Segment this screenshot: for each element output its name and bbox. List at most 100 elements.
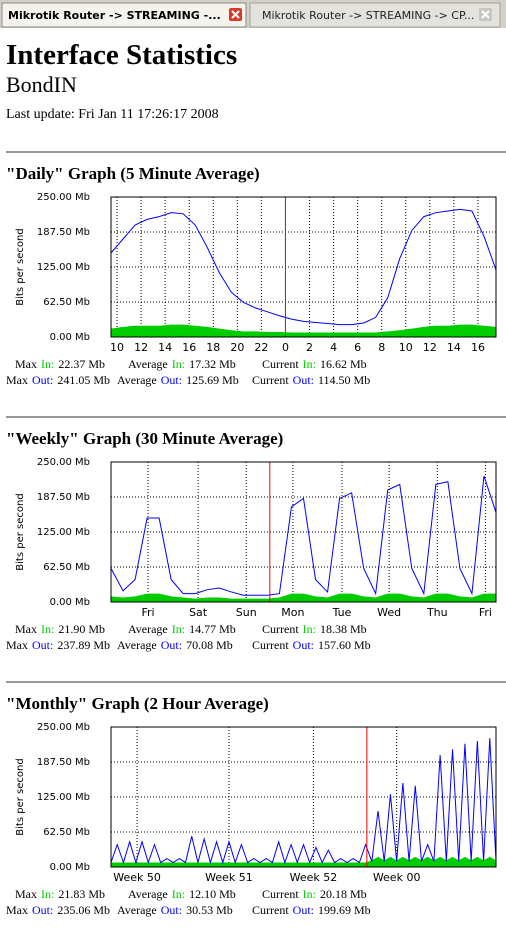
x-tick-label: Sun	[236, 606, 257, 619]
y-axis-label: Bits per second	[15, 228, 26, 305]
x-tick-label: Mon	[281, 606, 304, 619]
stat-key: Out:	[32, 903, 53, 917]
stat-label: Current	[252, 903, 289, 917]
stat-value: 125.69 Mb	[186, 373, 239, 387]
x-tick-label: Week 52	[290, 871, 338, 884]
x-tick-label: 8	[378, 341, 385, 354]
stat-value: 16.62 Mb	[320, 357, 367, 371]
stat: Current In: 18.38 Mb	[262, 622, 367, 636]
last-update: Last update: Fri Jan 11 17:26:17 2008	[6, 107, 219, 122]
stat: Average Out: 125.69 Mb	[117, 373, 239, 387]
area	[111, 593, 496, 602]
area	[111, 324, 496, 337]
plot-frame	[110, 196, 497, 338]
stat-key: Out:	[161, 903, 182, 917]
stat: Current Out: 114.50 Mb	[252, 373, 370, 387]
stat-label: Current	[262, 357, 299, 371]
x-tick-label: 14	[447, 341, 461, 354]
stat-value: 21.83 Mb	[58, 887, 105, 901]
stat: Current In: 20.18 Mb	[262, 887, 367, 901]
x-tick-label: 16	[182, 341, 196, 354]
x-tick-label: Thu	[426, 606, 448, 619]
y-tick-label: 187.50 Mb	[37, 227, 90, 238]
stat-value: 241.05 Mb	[57, 373, 110, 387]
stat: Max In: 21.90 Mb	[15, 622, 105, 636]
stat: Average Out: 70.08 Mb	[117, 638, 233, 652]
y-tick-label: 0.00 Mb	[50, 597, 90, 608]
stat-label: Current	[252, 638, 289, 652]
x-tick-label: Week 00	[373, 871, 421, 884]
stat-value: 14.77 Mb	[189, 622, 236, 636]
stat-value: 17.32 Mb	[189, 357, 236, 371]
chart-title: "Monthly" Graph (2 Hour Average)	[6, 694, 269, 713]
stat-value: 114.50 Mb	[318, 373, 370, 387]
x-tick-label: 20	[230, 341, 244, 354]
tab-active[interactable]	[1, 2, 247, 28]
stat-label: Max	[6, 638, 28, 652]
x-tick-label: Week 51	[205, 871, 253, 884]
stat: Max In: 22.37 Mb	[15, 357, 105, 371]
stat-key: In:	[172, 357, 185, 371]
stat-key: In:	[172, 622, 185, 636]
stat: Max Out: 235.06 Mb	[6, 903, 110, 917]
y-tick-label: 250.00 Mb	[37, 457, 90, 468]
stat-key: Out:	[161, 373, 182, 387]
stat-label: Average	[117, 373, 157, 387]
stat: Average In: 12.10 Mb	[128, 887, 236, 901]
stat-value: 21.90 Mb	[58, 622, 105, 636]
area	[111, 856, 496, 867]
stat: Average In: 17.32 Mb	[128, 357, 236, 371]
y-tick-label: 62.50 Mb	[43, 827, 90, 838]
x-tick-label: 18	[206, 341, 220, 354]
x-tick-label: 12	[423, 341, 437, 354]
y-tick-label: 0.00 Mb	[50, 332, 90, 343]
stat-label: Average	[128, 357, 168, 371]
page-subtitle: BondIN	[6, 72, 77, 97]
stat: Average Out: 30.53 Mb	[117, 903, 233, 917]
stat-key: In:	[303, 357, 316, 371]
stat-value: 157.60 Mb	[318, 638, 371, 652]
x-tick-label: 12	[134, 341, 148, 354]
stat-key: Out:	[161, 638, 182, 652]
y-tick-label: 250.00 Mb	[37, 722, 90, 733]
stat-key: Out:	[32, 638, 53, 652]
stat-key: Out:	[293, 903, 314, 917]
stat-label: Max	[6, 373, 28, 387]
stat-label: Average	[117, 638, 157, 652]
stat-label: Average	[117, 903, 157, 917]
x-tick-label: 22	[254, 341, 268, 354]
y-tick-label: 250.00 Mb	[37, 192, 90, 203]
stat-label: Current	[262, 887, 299, 901]
stat-label: Average	[128, 622, 168, 636]
tab[interactable]	[249, 2, 501, 28]
x-tick-label: 4	[330, 341, 337, 354]
chart-title: "Daily" Graph (5 Minute Average)	[6, 164, 260, 183]
y-tick-label: 62.50 Mb	[43, 562, 90, 573]
stat-value: 12.10 Mb	[189, 887, 236, 901]
stat-label: Current	[252, 373, 289, 387]
line	[110, 208, 497, 326]
line	[110, 738, 497, 865]
stat-key: In:	[41, 622, 54, 636]
page-title: Interface Statistics	[6, 39, 237, 71]
chart-title: "Weekly" Graph (30 Minute Average)	[6, 429, 283, 448]
stat-value: 199.69 Mb	[318, 903, 371, 917]
stat-label: Max	[15, 887, 37, 901]
stat-key: In:	[172, 887, 185, 901]
stat: Max In: 21.83 Mb	[15, 887, 105, 901]
stat-key: Out:	[293, 638, 314, 652]
stat-key: In:	[41, 357, 54, 371]
tab-title[interactable]: Mikrotik Router -> STREAMING -> CP...	[262, 9, 474, 22]
stat-key: Out:	[32, 373, 53, 387]
x-tick-label: 2	[306, 341, 313, 354]
line	[110, 475, 497, 596]
x-tick-label: 6	[354, 341, 361, 354]
stat-label: Max	[15, 622, 37, 636]
close-icon	[231, 10, 240, 19]
tab-title[interactable]: Mikrotik Router -> STREAMING -...	[8, 9, 221, 22]
stat-value: 30.53 Mb	[186, 903, 233, 917]
y-tick-label: 125.00 Mb	[37, 527, 90, 538]
x-tick-label: Week 50	[113, 871, 161, 884]
